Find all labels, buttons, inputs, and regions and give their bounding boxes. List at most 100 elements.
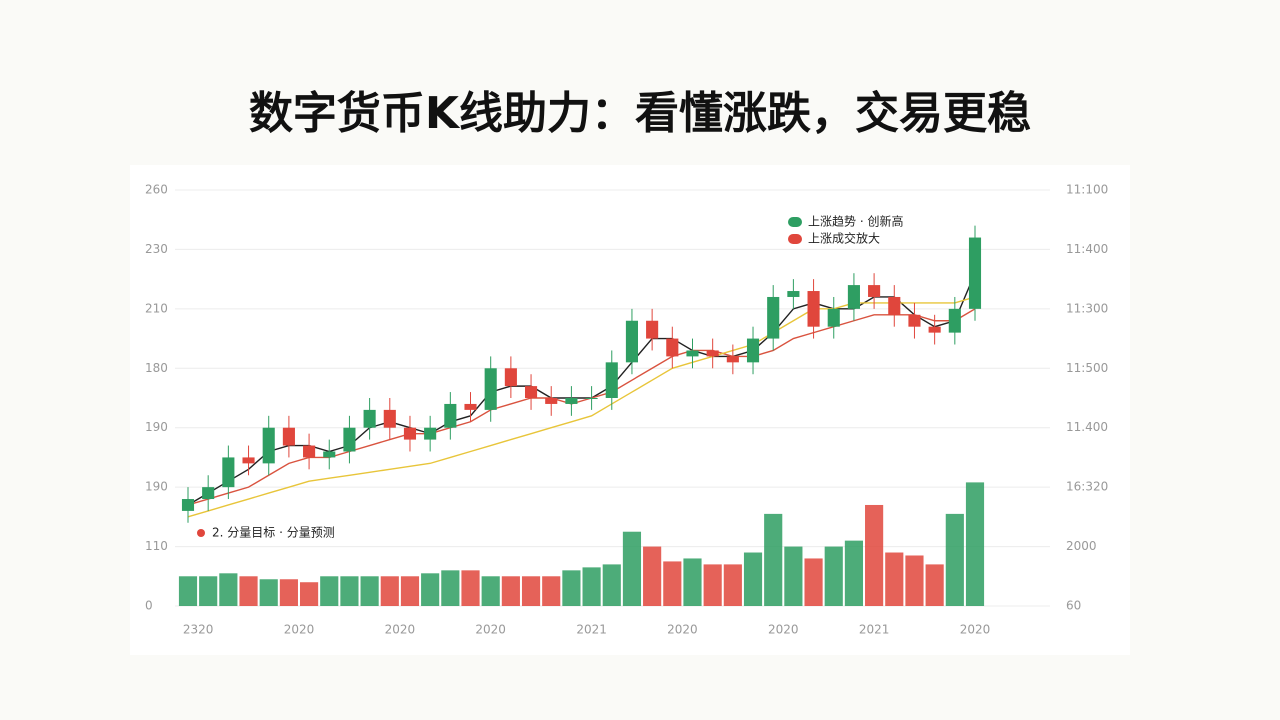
y-tick-label: 210 <box>145 301 168 315</box>
volume-bar <box>723 564 742 606</box>
candle-body <box>868 285 881 297</box>
volume-bar <box>199 576 218 606</box>
candle-body <box>888 296 901 315</box>
volume-bar <box>299 582 319 606</box>
y-tick-label: 230 <box>145 242 168 256</box>
volume-bar <box>663 561 682 606</box>
candle-body <box>585 398 598 399</box>
candle-body <box>908 314 921 327</box>
candle-body <box>847 285 860 309</box>
candle-body <box>303 445 316 458</box>
y2-tick-label: 11:500 <box>1066 361 1108 375</box>
volume-bar <box>501 576 520 606</box>
candle-body <box>323 451 336 458</box>
candle-body <box>504 368 517 387</box>
candle-body <box>666 338 679 357</box>
x-tick-label: 2020 <box>385 623 416 637</box>
volume-bar <box>481 576 500 606</box>
volume-bar <box>340 576 359 606</box>
candle-body <box>444 403 457 428</box>
volume-bar <box>965 482 985 606</box>
volume-bar <box>360 576 379 606</box>
y2-tick-label: 60 <box>1066 599 1081 613</box>
candle-body <box>181 499 195 511</box>
y-tick-label: 190 <box>145 480 168 494</box>
volume-bar <box>885 552 904 606</box>
annotation-dot <box>197 529 205 537</box>
x-tick-label: 2020 <box>667 623 698 637</box>
candle-body <box>565 398 578 404</box>
candle-body <box>827 308 840 327</box>
volume-bar <box>562 570 581 606</box>
candle-body <box>424 427 437 440</box>
candle-body <box>383 409 396 428</box>
volume-bar <box>602 564 621 606</box>
legend-label: 上涨成交放大 <box>808 231 880 246</box>
x-tick-label: 2320 <box>183 623 214 637</box>
candle-body <box>282 427 295 446</box>
moving-average-line <box>187 272 976 506</box>
candle-body <box>464 403 477 410</box>
y2-tick-label: 11:300 <box>1066 301 1108 315</box>
volume-bar <box>905 555 924 606</box>
y2-tick-label: 2000 <box>1066 539 1097 553</box>
y2-tick-label: 16:320 <box>1066 480 1108 494</box>
volume-bar <box>703 564 722 606</box>
volume-bar <box>865 504 884 606</box>
candle-body <box>484 368 497 410</box>
candle-body <box>928 326 941 333</box>
y2-tick-label: 11:400 <box>1066 242 1108 256</box>
volume-bar <box>804 558 823 606</box>
volume-bar <box>380 576 399 606</box>
volume-bar <box>683 558 702 606</box>
candle-body <box>403 427 417 440</box>
volume-bar <box>925 564 944 606</box>
candle-body <box>605 362 618 398</box>
volume-bar <box>542 576 561 606</box>
candle-body <box>625 320 639 363</box>
moving-average-line <box>187 308 976 506</box>
y-tick-label: 110 <box>145 539 168 553</box>
candle-body <box>242 457 255 464</box>
candle-body <box>948 308 961 333</box>
candle-body <box>787 291 800 297</box>
legend-swatch <box>788 217 802 227</box>
candle-body <box>222 457 235 488</box>
y-tick-label: 190 <box>145 420 168 434</box>
y-tick-label: 0 <box>145 599 153 613</box>
volume-bar <box>441 570 460 606</box>
candle-body <box>363 409 376 428</box>
x-tick-label: 2021 <box>576 623 607 637</box>
candle-body <box>706 350 719 357</box>
legend-swatch <box>788 234 802 244</box>
x-tick-label: 2020 <box>475 623 506 637</box>
volume-bar <box>945 513 964 606</box>
candle-body <box>202 487 215 500</box>
volume-bar <box>764 513 783 606</box>
x-tick-label: 2021 <box>859 623 890 637</box>
volume-bar <box>421 573 440 606</box>
candle-body <box>746 338 760 363</box>
chart-title: 数字货币K线助力：看懂涨跌，交易更稳 <box>249 88 1031 139</box>
moving-average-line <box>187 296 976 518</box>
volume-bar <box>521 576 541 606</box>
volume-bar <box>178 576 198 606</box>
volume-bar <box>743 552 763 606</box>
volume-bar <box>824 546 843 606</box>
volume-bar <box>622 531 642 606</box>
candle-body <box>968 237 982 309</box>
y2-tick-label: 11:100 <box>1066 183 1108 197</box>
y-tick-label: 180 <box>145 361 168 375</box>
candle-body <box>726 356 739 363</box>
legend-label: 上涨趋势 · 创新高 <box>808 214 903 229</box>
volume-bar <box>219 573 238 606</box>
candle-body <box>262 427 275 464</box>
y-tick-label: 260 <box>145 183 168 197</box>
annotation-label: 2. 分量目标 · 分量预测 <box>212 526 335 540</box>
volume-bar <box>461 570 480 606</box>
volume-bar <box>259 579 278 606</box>
candle-body <box>807 291 820 327</box>
candle-body <box>646 320 659 339</box>
volume-bar <box>400 576 420 606</box>
